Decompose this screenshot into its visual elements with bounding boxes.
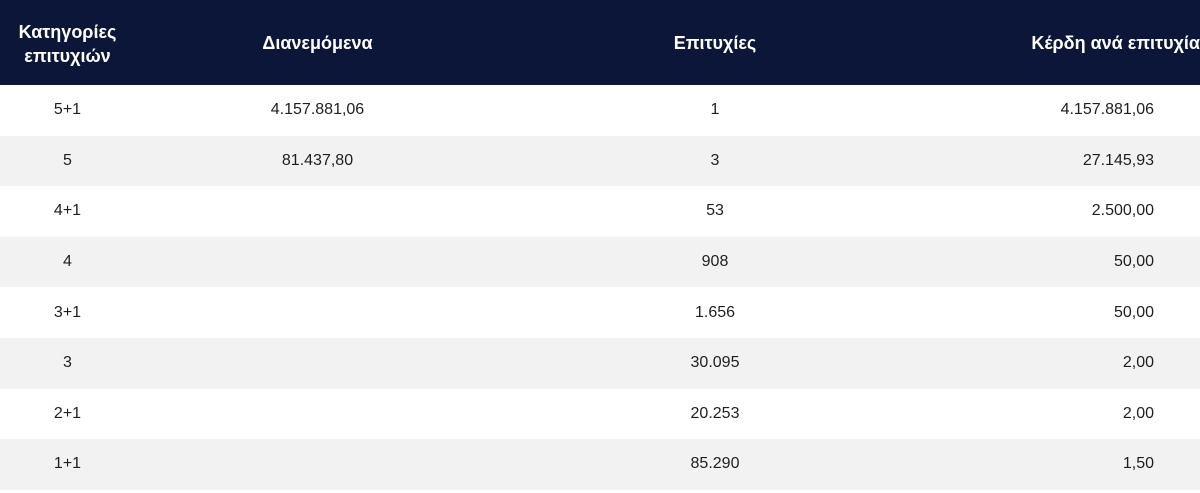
cell-distributed [135,439,500,490]
cell-category: 4 [63,253,72,271]
cell-category: 5 [63,151,72,169]
cell-distributed [135,338,500,389]
header-category: Κατηγορίες επιτυχιών [0,0,135,85]
cell-winners: 1 [710,101,720,119]
table-body: 5+1 4.157.881,06 1 4.157.881,06 5 81.437… [0,85,1200,490]
table-row: 5 81.437,80 3 27.145,93 [0,135,1200,187]
cell-winners: 85.290 [690,455,740,473]
cell-winners: 908 [701,253,729,271]
cell-distributed [135,186,500,237]
cell-prize: 50,00 [1113,303,1154,321]
header-category-line2: επιτυχιών [24,45,111,66]
cell-prize: 1,50 [1122,455,1154,473]
cell-prize: 4.157.881,06 [1060,101,1154,119]
cell-category: 5+1 [53,101,82,119]
table-row: 3 30.095 2,00 [0,337,1200,389]
table-row: 5+1 4.157.881,06 1 4.157.881,06 [0,85,1200,136]
header-winners: Επιτυχίες [673,32,757,53]
cell-winners: 3 [710,151,720,169]
cell-prize: 2.500,00 [1091,202,1154,220]
cell-prize: 2,00 [1122,354,1154,372]
cell-category: 3 [63,354,72,372]
cell-category: 2+1 [53,404,82,422]
cell-prize: 2,00 [1122,404,1154,422]
table-row: 4+1 53 2.500,00 [0,186,1200,237]
cell-category: 4+1 [53,202,82,220]
table-row: 1+1 85.290 1,50 [0,439,1200,490]
cell-prize: 50,00 [1113,253,1154,271]
header-distributed: Διανεμόμενα [262,32,373,53]
cell-distributed [135,237,500,288]
header-prize-per-winner: Κέρδη ανά επιτυχία [1031,32,1200,53]
cell-winners: 30.095 [690,354,740,372]
table-header: Κατηγορίες επιτυχιών Διανεμόμενα Επιτυχί… [0,0,1200,85]
cell-distributed [135,389,500,440]
table-row: 2+1 20.253 2,00 [0,388,1200,440]
header-row: Κατηγορίες επιτυχιών Διανεμόμενα Επιτυχί… [0,0,1200,85]
cell-winners: 20.253 [690,404,740,422]
header-category-line1: Κατηγορίες [18,21,117,42]
cell-category: 1+1 [53,455,82,473]
cell-prize: 27.145,93 [1082,151,1154,169]
cell-winners: 1.656 [694,303,736,321]
cell-winners: 53 [706,202,724,220]
cell-distributed: 4.157.881,06 [270,101,365,119]
cell-distributed: 81.437,80 [281,151,354,169]
cell-category: 3+1 [53,303,82,321]
cell-distributed [135,287,500,338]
table-row: 4 908 50,00 [0,236,1200,288]
table-row: 3+1 1.656 50,00 [0,287,1200,338]
